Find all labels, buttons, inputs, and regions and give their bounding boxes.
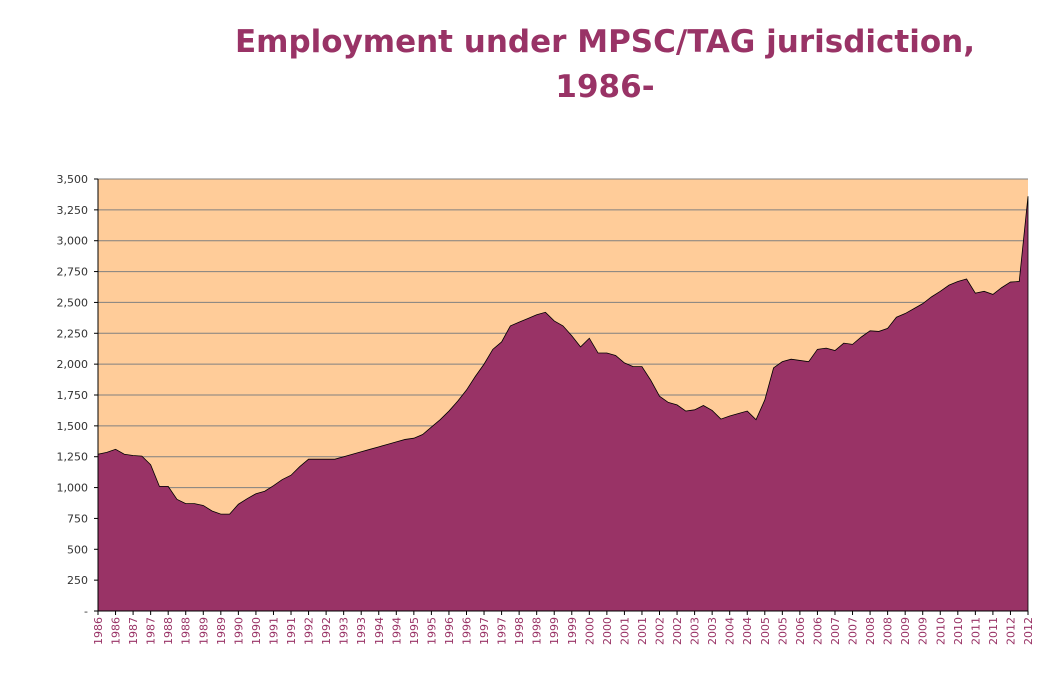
x-tick-label: 1993: [338, 617, 351, 645]
x-tick-label: 2002: [654, 617, 667, 645]
x-tick-label: 2012: [1004, 617, 1017, 645]
x-tick-label: 1989: [215, 617, 228, 645]
x-tick-label: 1989: [197, 617, 210, 645]
x-tick-label: 2006: [794, 617, 807, 645]
x-axis-ticks: 1986 1986 1987 1987 1988 1988 1989 1989 1990 1990…: [92, 611, 1035, 645]
x-tick-label: 1992: [320, 617, 333, 645]
x-tick-label: 1987: [127, 617, 140, 645]
x-tick-label: 1996: [443, 617, 456, 645]
x-tick-label: 1997: [496, 617, 509, 645]
x-tick-label: 1997: [478, 617, 491, 645]
x-tick-label: 1993: [355, 617, 368, 645]
y-tick-label: 1,500: [57, 420, 89, 433]
x-tick-label: 1986: [92, 617, 105, 645]
x-tick-label: 2010: [934, 617, 947, 645]
x-tick-label: 1992: [303, 617, 316, 645]
x-tick-label: 2003: [706, 617, 719, 645]
y-tick-label: 1,000: [57, 482, 89, 495]
x-tick-label: 2012: [1022, 617, 1035, 645]
x-tick-label: 1988: [162, 617, 175, 645]
y-tick-label: 3,500: [57, 173, 89, 186]
x-tick-label: 2002: [671, 617, 684, 645]
y-tick-label: -: [84, 605, 88, 618]
x-tick-label: 2003: [689, 617, 702, 645]
x-tick-label: 1998: [531, 617, 544, 645]
y-tick-label: 3,000: [57, 235, 89, 248]
y-axis-ticks: - 250 500 750 1,000 1,250 1,500 1,750 2,000 2,250…: [57, 173, 98, 618]
x-tick-label: 1988: [180, 617, 193, 645]
x-tick-label: 2001: [618, 617, 631, 645]
y-tick-label: 500: [67, 543, 88, 556]
x-tick-label: 1990: [250, 617, 263, 645]
x-tick-label: 2009: [899, 617, 912, 645]
y-tick-label: 3,250: [57, 204, 89, 217]
chart-title: Employment under MPSC/TAG jurisdiction, …: [0, 20, 1063, 110]
y-tick-label: 1,250: [57, 451, 89, 464]
y-tick-label: 2,750: [57, 266, 89, 279]
x-tick-label: 2001: [636, 617, 649, 645]
x-tick-label: 2006: [811, 617, 824, 645]
x-tick-label: 1994: [373, 617, 386, 645]
x-tick-label: 1996: [460, 617, 473, 645]
chart-title-line-2: 1986-: [555, 69, 655, 105]
employment-area: [97, 196, 1029, 612]
y-tick-label: 2,250: [57, 327, 89, 340]
x-tick-label: 1991: [285, 617, 298, 645]
x-tick-label: 2010: [952, 617, 965, 645]
y-tick-label: 250: [67, 574, 88, 587]
x-tick-label: 2005: [759, 617, 772, 645]
x-tick-label: 2007: [847, 617, 860, 645]
x-tick-label: 1998: [513, 617, 526, 645]
x-tick-label: 1995: [425, 617, 438, 645]
x-tick-label: 1999: [566, 617, 579, 645]
chart-title-line-1: Employment under MPSC/TAG jurisdiction,: [234, 24, 976, 60]
y-tick-label: 2,500: [57, 296, 89, 309]
x-tick-label: 1990: [232, 617, 245, 645]
x-tick-label: 1995: [408, 617, 421, 645]
y-tick-label: 1,750: [57, 389, 89, 402]
x-tick-label: 2004: [741, 617, 754, 645]
x-tick-label: 2000: [601, 617, 614, 645]
x-tick-label: 1987: [145, 617, 158, 645]
y-tick-label: 2,000: [57, 358, 89, 371]
x-tick-label: 1999: [548, 617, 561, 645]
x-tick-label: 2008: [864, 617, 877, 645]
x-tick-label: 2005: [776, 617, 789, 645]
x-tick-label: 2008: [882, 617, 895, 645]
x-tick-label: 1991: [267, 617, 280, 645]
x-tick-label: 2011: [987, 617, 1000, 645]
x-tick-label: 2011: [969, 617, 982, 645]
x-tick-label: 2009: [917, 617, 930, 645]
x-tick-label: 2004: [724, 617, 737, 645]
y-tick-label: 750: [67, 512, 88, 525]
x-tick-label: 1994: [390, 617, 403, 645]
x-tick-label: 2000: [583, 617, 596, 645]
x-tick-label: 1986: [110, 617, 123, 645]
x-tick-label: 2007: [829, 617, 842, 645]
